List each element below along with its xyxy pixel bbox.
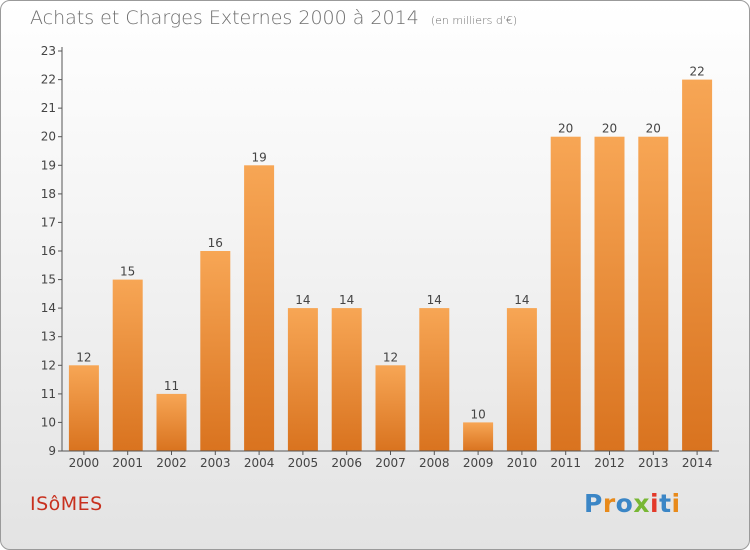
commune-name: ISôMES <box>30 493 103 515</box>
y-tick-label-12: 12 <box>41 358 56 372</box>
x-tick-label-2013: 2013 <box>638 456 669 470</box>
x-tick-label-2006: 2006 <box>331 456 362 470</box>
data-label-2009: 10 <box>470 407 485 421</box>
bar-2002 <box>156 393 187 451</box>
y-tick-label-10: 10 <box>41 415 56 429</box>
y-tick-label-9: 9 <box>48 444 56 458</box>
x-tick-label-2008: 2008 <box>419 456 450 470</box>
y-tick-label-20: 20 <box>41 130 56 144</box>
y-tick-label-11: 11 <box>41 387 56 401</box>
bar-2008 <box>419 308 450 451</box>
chart-title: Achats et Charges Externes 2000 à 2014 (… <box>30 7 517 29</box>
axes-group: 2000 2001 2002 2003 2004 2005 2006 2007 2008 2009… <box>41 44 719 470</box>
y-tick-label-23: 23 <box>41 44 56 58</box>
bars-group: 12 15 11 16 19 14 14 12 14 10 14 20 20 20 22 <box>68 65 713 452</box>
y-tick-label-19: 19 <box>41 158 56 172</box>
bar-2011 <box>550 136 581 451</box>
bar-2003 <box>200 251 231 451</box>
x-tick-label-2012: 2012 <box>594 456 625 470</box>
x-tick-label-2003: 2003 <box>200 456 231 470</box>
bar-2014 <box>682 79 713 451</box>
proxiti-logo: Proxiti <box>584 489 681 518</box>
x-tick-label-2009: 2009 <box>463 456 494 470</box>
chart-title-text: Achats et Charges Externes 2000 à 2014 <box>30 7 419 29</box>
y-tick-label-15: 15 <box>41 273 56 287</box>
bar-2012 <box>594 136 625 451</box>
bar-2000 <box>68 365 99 451</box>
data-label-2004: 19 <box>251 150 266 164</box>
y-tick-label-13: 13 <box>41 330 56 344</box>
data-label-2006: 14 <box>339 293 354 307</box>
y-tick-label-16: 16 <box>41 244 56 258</box>
bar-2013 <box>638 136 669 451</box>
bar-2007 <box>375 365 406 451</box>
x-tick-label-2000: 2000 <box>69 456 100 470</box>
bar-2009 <box>463 422 494 451</box>
data-label-2001: 15 <box>120 265 135 279</box>
bar-2004 <box>244 165 275 452</box>
y-tick-label-22: 22 <box>41 73 56 87</box>
x-tick-label-2001: 2001 <box>112 456 143 470</box>
chart-subtitle: (en milliers d'€) <box>430 14 518 27</box>
x-tick-label-2005: 2005 <box>288 456 319 470</box>
data-label-2007: 12 <box>383 350 398 364</box>
bar-2005 <box>287 308 318 451</box>
data-label-2003: 16 <box>208 236 223 250</box>
data-label-2000: 12 <box>76 350 91 364</box>
x-tick-label-2002: 2002 <box>156 456 187 470</box>
x-tick-label-2014: 2014 <box>682 456 713 470</box>
data-label-2008: 14 <box>427 293 442 307</box>
y-tick-label-21: 21 <box>41 101 56 115</box>
bar-2010 <box>506 308 537 451</box>
bar-2006 <box>331 308 362 451</box>
data-label-2005: 14 <box>295 293 310 307</box>
data-label-2002: 11 <box>164 379 179 393</box>
data-label-2014: 22 <box>689 65 704 79</box>
y-tick-label-18: 18 <box>41 187 56 201</box>
x-tick-label-2010: 2010 <box>507 456 538 470</box>
y-tick-label-14: 14 <box>41 301 56 315</box>
bar-2001 <box>112 279 143 451</box>
data-label-2011: 20 <box>558 122 573 136</box>
data-label-2013: 20 <box>646 122 661 136</box>
y-tick-label-17: 17 <box>41 215 56 229</box>
x-tick-label-2007: 2007 <box>375 456 406 470</box>
x-tick-label-2004: 2004 <box>244 456 275 470</box>
data-label-2012: 20 <box>602 122 617 136</box>
data-label-2010: 14 <box>514 293 529 307</box>
x-tick-label-2011: 2011 <box>550 456 581 470</box>
